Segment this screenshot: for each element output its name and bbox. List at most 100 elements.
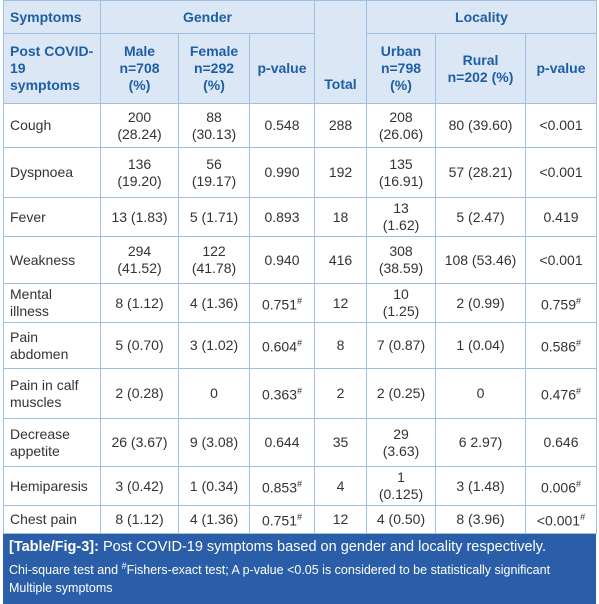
table-cell: Mental illness xyxy=(3,283,101,323)
table-cell: 6 2.97) xyxy=(435,418,526,467)
table-cell: 288 xyxy=(314,103,367,148)
cell-footnote: # xyxy=(297,478,303,489)
cell-footnote: # xyxy=(297,512,303,523)
table-cell: 0.604# xyxy=(249,322,315,369)
table-cell: 12 xyxy=(314,505,367,534)
table-cell: 2 (0.28) xyxy=(100,368,179,419)
cell-footnote: # xyxy=(297,338,303,349)
table-cell: 2 (0.99) xyxy=(435,283,526,323)
table-cell: 4 (1.36) xyxy=(178,283,250,323)
header-cell: Urban n=798 (%) xyxy=(366,33,436,104)
table-cell: 8 xyxy=(314,322,367,369)
table-cell: 56 (19.17) xyxy=(178,147,250,198)
caption-note: Multiple symptoms xyxy=(9,581,113,596)
table-cell: 13 (1.83) xyxy=(100,197,179,237)
table-cell: Hemiparesis xyxy=(3,466,101,506)
caption-note: Chi-square test and #Fishers-exact test;… xyxy=(9,557,590,579)
table-cell: 1 (0.04) xyxy=(435,322,526,369)
table-cell: 3 (1.02) xyxy=(178,322,250,369)
cell-footnote: # xyxy=(580,512,586,523)
table-cell: 294 (41.52) xyxy=(100,236,179,284)
cell-footnote: # xyxy=(297,295,303,306)
table-cell: 0.853# xyxy=(249,466,315,506)
cell-text: 0.363 xyxy=(261,386,298,403)
table-cell: 12 xyxy=(314,283,367,323)
table-cell: 3 (1.48) xyxy=(435,466,526,506)
cell-footnote: # xyxy=(576,478,582,489)
table-cell: 5 (0.70) xyxy=(100,322,179,369)
table-cell: 2 xyxy=(314,368,367,419)
table-cell: 5 (2.47) xyxy=(435,197,526,237)
table-cell: Decrease appetite xyxy=(3,418,101,467)
table-cell: 9 (3.08) xyxy=(178,418,250,467)
page: Symptoms Gender Total Locality Post COVID-19… xyxy=(3,0,597,604)
table-cell: 8 (3.96) xyxy=(435,505,526,534)
caption: [Table/Fig-3]: Post COVID-19 symptoms ba… xyxy=(3,534,596,604)
table-cell: 2 (0.25) xyxy=(366,368,436,419)
table-cell: 0.006# xyxy=(525,466,597,506)
table-cell: 0.759# xyxy=(525,283,597,323)
caption-title: Post COVID-19 symptoms based on gender a… xyxy=(102,539,546,555)
table-cell: 0.893 xyxy=(249,197,315,237)
table-cell: 308 (38.59) xyxy=(366,236,436,284)
table-cell: 200 (28.24) xyxy=(100,103,179,148)
table-row: Pain in calf muscles 2 (0.28) 0 0.363# 2 2 (0… xyxy=(3,368,597,419)
table-cell: 8 (1.12) xyxy=(100,283,179,323)
table-row: Cough 200 (28.24) 88 (30.13) 0.548 288 208 (2… xyxy=(3,103,597,148)
cell-text: 0.476 xyxy=(540,386,577,403)
table-cell: 192 xyxy=(314,147,367,198)
table-cell: 88 (30.13) xyxy=(178,103,250,148)
table-cell: 416 xyxy=(314,236,367,284)
header-cell: Female n=292 (%) xyxy=(178,33,250,104)
table-cell: 0.419 xyxy=(525,197,597,237)
header-cell: p-value xyxy=(249,33,315,104)
cell-text: 0.006 xyxy=(540,479,577,496)
table-cell: 8 (1.12) xyxy=(100,505,179,534)
cell-footnote: # xyxy=(576,386,582,397)
table-row: Decrease appetite 26 (3.67) 9 (3.08) 0.644 3… xyxy=(3,418,597,467)
table-cell: 35 xyxy=(314,418,367,467)
table-cell: 18 xyxy=(314,197,367,237)
table-row: Chest pain 8 (1.12) 4 (1.36) 0.751# 12 4 (0.5… xyxy=(3,505,597,534)
cell-footnote: # xyxy=(576,295,582,306)
cell-text: 0.586 xyxy=(540,338,577,355)
table-cell: 108 (53.46) xyxy=(435,236,526,284)
figure: Symptoms Gender Total Locality Post COVID-19… xyxy=(3,0,597,604)
cell-text: 0.604 xyxy=(261,338,298,355)
table-cell: Pain abdomen xyxy=(3,322,101,369)
table-cell: 7 (0.87) xyxy=(366,322,436,369)
table-cell: 5 (1.71) xyxy=(178,197,250,237)
header-cell: Gender xyxy=(100,0,315,34)
table-cell: 0 xyxy=(435,368,526,419)
table-cell: 0.751# xyxy=(249,283,315,323)
table-cell: 4 (1.36) xyxy=(178,505,250,534)
header-row: Post COVID-19 symptoms Male n=708 (%) Fema… xyxy=(3,33,597,104)
table-cell: Chest pain xyxy=(3,505,101,534)
header-cell: Rural n=202 (%) xyxy=(435,33,526,104)
header-cell: Locality xyxy=(366,0,597,34)
table-cell: 135 (16.91) xyxy=(366,147,436,198)
table-cell: 57 (28.21) xyxy=(435,147,526,198)
table-cell: 29 (3.63) xyxy=(366,418,436,467)
note-text: Fishers-exact test; A p-value <0.05 is c… xyxy=(126,563,551,578)
table-cell: 0.644 xyxy=(249,418,315,467)
note-text: Chi-square test and xyxy=(9,563,122,578)
table-cell: 0.586# xyxy=(525,322,597,369)
table-cell: 0.751# xyxy=(249,505,315,534)
table-cell: 0 xyxy=(178,368,250,419)
table-cell: 26 (3.67) xyxy=(100,418,179,467)
table-cell: 0.476# xyxy=(525,368,597,419)
header-cell: p-value xyxy=(525,33,597,104)
header-row: Symptoms Gender Total Locality xyxy=(3,0,597,104)
cell-text: 0.751 xyxy=(261,512,298,529)
table-row: Pain abdomen 5 (0.70) 3 (1.02) 0.604# 8 7 (0.… xyxy=(3,322,597,369)
cell-footnote: # xyxy=(297,386,303,397)
table-cell: <0.001 xyxy=(525,147,597,198)
table-cell: Pain in calf muscles xyxy=(3,368,101,419)
table-row: Fever 13 (1.83) 5 (1.71) 0.893 18 13 (1.62) 5 … xyxy=(3,197,597,237)
note-sup: # xyxy=(121,561,127,571)
table-cell: 0.990 xyxy=(249,147,315,198)
table-cell: Weakness xyxy=(3,236,101,284)
table-row: Mental illness 8 (1.12) 4 (1.36) 0.751# 12 10… xyxy=(3,283,597,323)
table-cell: Cough xyxy=(3,103,101,148)
